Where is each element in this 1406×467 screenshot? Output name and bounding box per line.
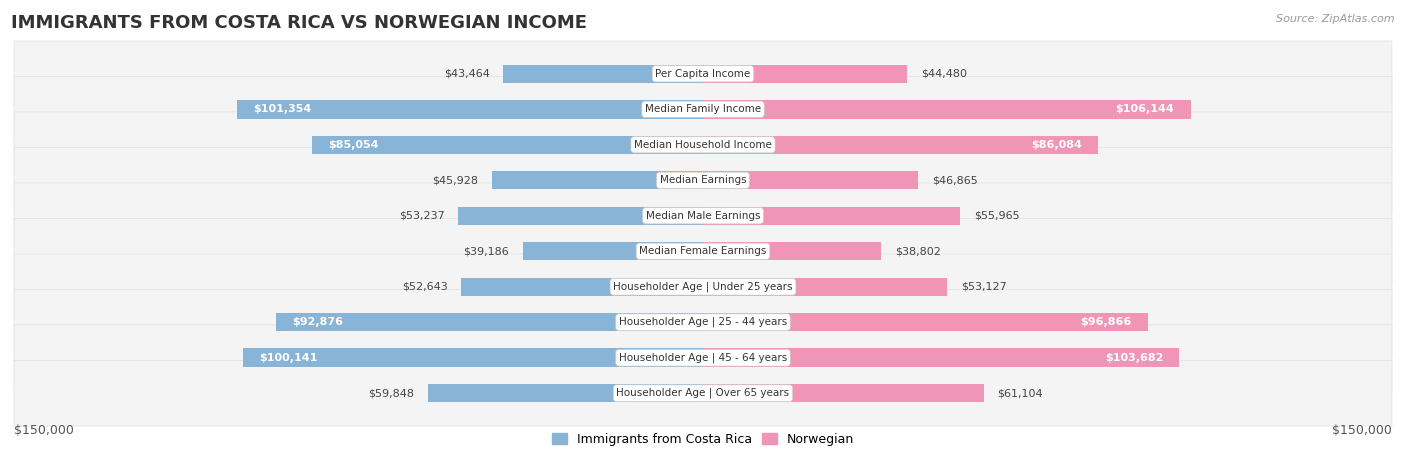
- FancyBboxPatch shape: [14, 183, 1392, 248]
- Text: $106,144: $106,144: [1116, 104, 1174, 114]
- Text: $46,865: $46,865: [932, 175, 977, 185]
- Text: Median Female Earnings: Median Female Earnings: [640, 246, 766, 256]
- Text: $38,802: $38,802: [896, 246, 941, 256]
- FancyBboxPatch shape: [14, 112, 1392, 177]
- Text: $85,054: $85,054: [329, 140, 380, 150]
- Bar: [458, 206, 703, 225]
- Text: Median Earnings: Median Earnings: [659, 175, 747, 185]
- Bar: [427, 384, 703, 403]
- FancyBboxPatch shape: [14, 148, 1392, 213]
- Text: Median Family Income: Median Family Income: [645, 104, 761, 114]
- Text: $59,848: $59,848: [368, 388, 415, 398]
- FancyBboxPatch shape: [14, 325, 1392, 390]
- Bar: [703, 313, 1147, 332]
- Bar: [703, 206, 960, 225]
- Text: $96,866: $96,866: [1081, 317, 1132, 327]
- Bar: [461, 277, 703, 296]
- Text: Householder Age | 45 - 64 years: Householder Age | 45 - 64 years: [619, 353, 787, 363]
- Bar: [523, 242, 703, 261]
- Bar: [703, 100, 1191, 119]
- Text: $92,876: $92,876: [292, 317, 343, 327]
- Bar: [492, 171, 703, 190]
- Text: $103,682: $103,682: [1105, 353, 1163, 363]
- Bar: [312, 135, 703, 154]
- Text: $61,104: $61,104: [997, 388, 1043, 398]
- Text: Householder Age | Over 65 years: Householder Age | Over 65 years: [616, 388, 790, 398]
- Bar: [703, 64, 907, 83]
- Text: $53,237: $53,237: [399, 211, 444, 221]
- Bar: [503, 64, 703, 83]
- Bar: [703, 384, 984, 403]
- Legend: Immigrants from Costa Rica, Norwegian: Immigrants from Costa Rica, Norwegian: [547, 428, 859, 451]
- Text: Per Capita Income: Per Capita Income: [655, 69, 751, 79]
- FancyBboxPatch shape: [14, 361, 1392, 426]
- FancyBboxPatch shape: [14, 254, 1392, 319]
- Text: IMMIGRANTS FROM COSTA RICA VS NORWEGIAN INCOME: IMMIGRANTS FROM COSTA RICA VS NORWEGIAN …: [11, 14, 588, 32]
- Text: $43,464: $43,464: [444, 69, 489, 79]
- Bar: [703, 277, 948, 296]
- Text: $101,354: $101,354: [253, 104, 312, 114]
- Text: $39,186: $39,186: [464, 246, 509, 256]
- Text: $86,084: $86,084: [1032, 140, 1083, 150]
- FancyBboxPatch shape: [14, 219, 1392, 284]
- Bar: [243, 348, 703, 367]
- FancyBboxPatch shape: [14, 41, 1392, 106]
- Text: Householder Age | 25 - 44 years: Householder Age | 25 - 44 years: [619, 317, 787, 327]
- FancyBboxPatch shape: [14, 77, 1392, 142]
- Text: $100,141: $100,141: [259, 353, 318, 363]
- Text: Median Male Earnings: Median Male Earnings: [645, 211, 761, 221]
- Bar: [238, 100, 703, 119]
- Text: Median Household Income: Median Household Income: [634, 140, 772, 150]
- Text: Source: ZipAtlas.com: Source: ZipAtlas.com: [1277, 14, 1395, 24]
- Text: Householder Age | Under 25 years: Householder Age | Under 25 years: [613, 282, 793, 292]
- FancyBboxPatch shape: [14, 290, 1392, 355]
- Bar: [703, 135, 1098, 154]
- Text: $45,928: $45,928: [432, 175, 478, 185]
- Bar: [703, 242, 882, 261]
- Text: $44,480: $44,480: [921, 69, 967, 79]
- Bar: [277, 313, 703, 332]
- Bar: [703, 171, 918, 190]
- Text: $53,127: $53,127: [960, 282, 1007, 292]
- Bar: [703, 348, 1180, 367]
- Text: $52,643: $52,643: [402, 282, 447, 292]
- Text: $150,000: $150,000: [14, 425, 75, 438]
- Text: $55,965: $55,965: [974, 211, 1019, 221]
- Text: $150,000: $150,000: [1331, 425, 1392, 438]
